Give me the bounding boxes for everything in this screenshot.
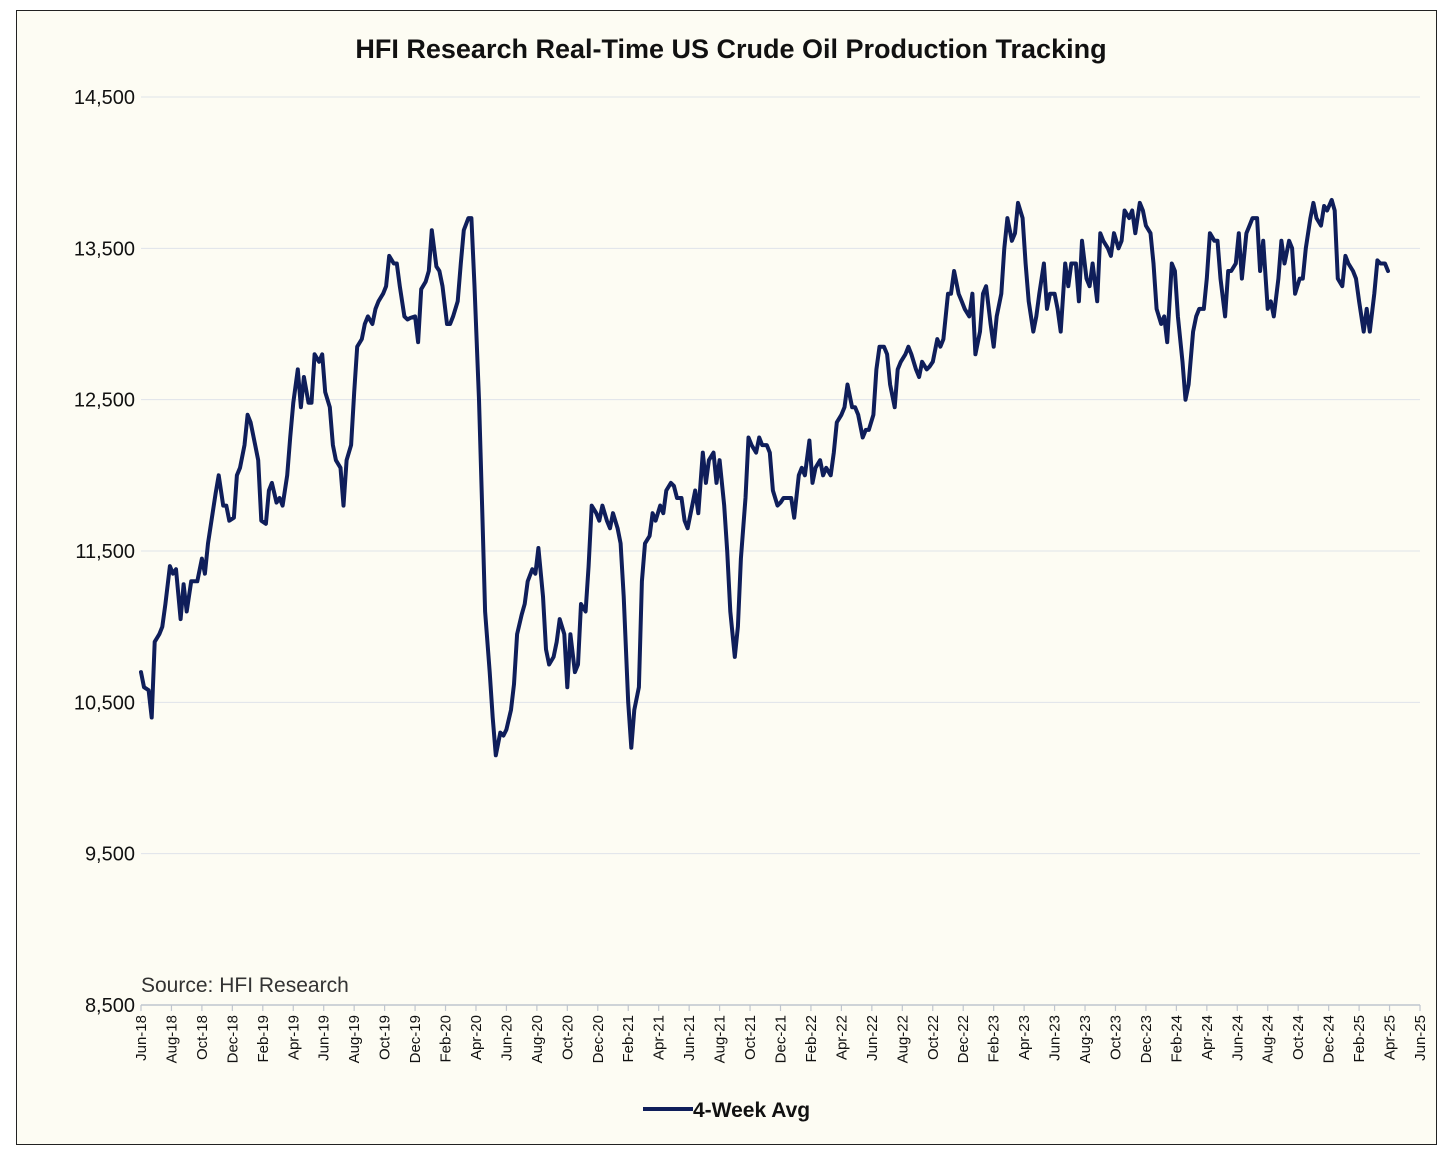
x-tick-label-Aug-18: Aug-18 — [163, 1015, 180, 1063]
series-line-4-week-avg — [139, 197, 1390, 758]
x-tick-label-Feb-24: Feb-24 — [1168, 1015, 1185, 1063]
x-tick-label-Dec-19: Dec-19 — [407, 1015, 424, 1063]
x-tick-label-Feb-19: Feb-19 — [255, 1015, 272, 1063]
series-layer — [139, 197, 1390, 758]
x-tick-label-Aug-23: Aug-23 — [1077, 1015, 1094, 1063]
x-tick-label-Oct-21: Oct-21 — [742, 1015, 759, 1060]
y-tick-label-8500: 8,500 — [85, 995, 135, 1017]
x-tick-label-Apr-19: Apr-19 — [285, 1015, 302, 1060]
x-tick-label-Apr-22: Apr-22 — [833, 1015, 850, 1060]
chart-frame: HFI Research Real-Time US Crude Oil Prod… — [16, 10, 1437, 1145]
y-tick-label-10500: 10,500 — [74, 692, 135, 714]
y-tick-label-13500: 13,500 — [74, 238, 135, 260]
x-tick-label-Feb-20: Feb-20 — [438, 1015, 455, 1063]
chart-title: HFI Research Real-Time US Crude Oil Prod… — [355, 34, 1106, 64]
x-tick-label-Apr-25: Apr-25 — [1382, 1015, 1399, 1060]
y-tick-label-12500: 12,500 — [74, 390, 135, 412]
x-tick-label-Aug-22: Aug-22 — [894, 1015, 911, 1063]
x-tick-label-Oct-20: Oct-20 — [559, 1015, 576, 1060]
x-tick-label-Jun-25: Jun-25 — [1412, 1015, 1429, 1061]
x-tick-label-Apr-24: Apr-24 — [1199, 1015, 1216, 1060]
legend: 4-Week Avg — [643, 1099, 810, 1122]
x-tick-label-Jun-24: Jun-24 — [1229, 1015, 1246, 1061]
x-tick-label-Aug-24: Aug-24 — [1260, 1015, 1277, 1063]
x-tick-label-Feb-21: Feb-21 — [620, 1015, 637, 1063]
x-tick-label-Dec-20: Dec-20 — [590, 1015, 607, 1063]
x-tick-label-Dec-21: Dec-21 — [773, 1015, 790, 1063]
grid-layer — [141, 96, 1420, 855]
x-tick-label-Apr-21: Apr-21 — [651, 1015, 668, 1060]
x-tick-label-Jun-19: Jun-19 — [316, 1015, 333, 1061]
x-tick-label-Apr-20: Apr-20 — [468, 1015, 485, 1060]
x-tick-label-Feb-23: Feb-23 — [986, 1015, 1003, 1063]
chart-svg: HFI Research Real-Time US Crude Oil Prod… — [74, 34, 1429, 1122]
x-tick-label-Dec-23: Dec-23 — [1138, 1015, 1155, 1063]
legend-label-4-week-avg: 4-Week Avg — [693, 1099, 810, 1122]
y-tick-label-11500: 11,500 — [75, 541, 135, 563]
x-tick-label-Oct-23: Oct-23 — [1107, 1015, 1124, 1060]
x-tick-label-Oct-18: Oct-18 — [194, 1015, 211, 1060]
x-tick-label-Dec-22: Dec-22 — [955, 1015, 972, 1063]
y-axis-tick-labels: 14,500 13,500 12,500 11,500 10,500 9,500 8,500 — [74, 87, 135, 1017]
x-axis: Jun-18 Aug-18 Oct-18 Dec-18 Feb-19 Apr-19 Jun-… — [133, 1004, 1429, 1063]
x-tick-label-Jun-20: Jun-20 — [498, 1015, 515, 1061]
x-tick-label-Jun-23: Jun-23 — [1047, 1015, 1064, 1061]
x-tick-label-Feb-25: Feb-25 — [1351, 1015, 1368, 1063]
x-tick-label-Jun-21: Jun-21 — [681, 1015, 698, 1061]
source-annotation: Source: HFI Research — [141, 974, 349, 997]
y-tick-label-14500: 14,500 — [74, 87, 135, 109]
x-tick-label-Apr-23: Apr-23 — [1016, 1015, 1033, 1060]
x-tick-label-Feb-22: Feb-22 — [803, 1015, 820, 1063]
x-tick-label-Aug-21: Aug-21 — [712, 1015, 729, 1063]
x-tick-label-Oct-22: Oct-22 — [925, 1015, 942, 1060]
x-tick-label-Dec-24: Dec-24 — [1321, 1015, 1338, 1063]
y-tick-label-9500: 9,500 — [85, 844, 135, 866]
x-tick-label-Aug-19: Aug-19 — [346, 1015, 363, 1063]
x-tick-label-Jun-22: Jun-22 — [864, 1015, 881, 1061]
x-tick-label-Dec-18: Dec-18 — [224, 1015, 241, 1063]
x-tick-label-Jun-18: Jun-18 — [133, 1015, 150, 1061]
x-tick-label-Oct-24: Oct-24 — [1290, 1015, 1307, 1060]
x-tick-label-Aug-20: Aug-20 — [529, 1015, 546, 1063]
x-tick-label-Oct-19: Oct-19 — [377, 1015, 394, 1060]
